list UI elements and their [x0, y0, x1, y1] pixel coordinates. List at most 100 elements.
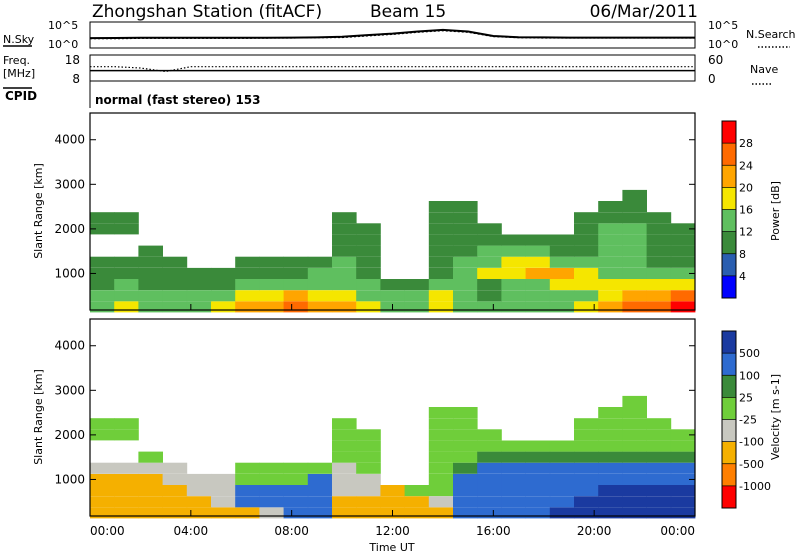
- power-colorbar-swatch: [722, 231, 736, 254]
- velocity-cell: [428, 451, 454, 463]
- velocity-cell: [356, 462, 381, 474]
- power-cell: [428, 234, 454, 246]
- velocity-cell: [114, 473, 139, 485]
- power-cell: [307, 279, 333, 291]
- velocity-ylabel: Slant Range [km]: [32, 369, 45, 465]
- velocity-cell: [501, 462, 526, 474]
- power-cell: [307, 290, 333, 302]
- velocity-y-axis: 1000 2000 3000 4000: [54, 339, 695, 486]
- velocity-colorbar-swatch: [722, 419, 736, 442]
- power-cell: [138, 279, 163, 291]
- power-cell: [114, 279, 139, 291]
- velocity-cell: [332, 418, 357, 430]
- velocity-cell: [646, 440, 672, 452]
- power-cell: [453, 223, 478, 235]
- power-cell: [307, 267, 333, 279]
- velocity-cell: [332, 462, 357, 474]
- velocity-cell: [670, 462, 696, 474]
- velocity-cell: [453, 473, 478, 485]
- power-colorbar-label: Power [dB]: [769, 181, 782, 241]
- power-cell: [598, 223, 623, 235]
- power-cell: [477, 301, 502, 313]
- velocity-cell: [138, 473, 163, 485]
- nsearch-tick-top: 10^5: [708, 19, 738, 32]
- power-cell: [90, 301, 115, 313]
- power-cell: [574, 290, 599, 302]
- power-panel: 1000 2000 3000 4000 Slant Range [km] 4 8 12 16…: [32, 112, 782, 313]
- power-y-axis: 1000 2000 3000 4000: [54, 133, 695, 280]
- velocity-cell: [162, 462, 188, 474]
- power-cell: [670, 290, 696, 302]
- velocity-cell: [453, 507, 478, 519]
- power-colorbar-swatch: [722, 275, 736, 298]
- nsearch-label: N.Search: [746, 28, 796, 41]
- velocity-cell: [404, 496, 430, 508]
- velocity-cell: [332, 496, 357, 508]
- power-cell: [574, 279, 599, 291]
- velocity-cell: [428, 507, 454, 519]
- velocity-colorbar-label: -500: [739, 458, 764, 471]
- velocity-cell: [598, 462, 623, 474]
- power-cell: [453, 212, 478, 224]
- cpid-strip: CPID normal (fast stereo) 153: [3, 81, 261, 108]
- velocity-cell: [622, 485, 647, 497]
- velocity-cell: [646, 473, 672, 485]
- velocity-cell: [332, 451, 357, 463]
- xaxis-label: Time UT: [368, 541, 414, 554]
- velocity-cell: [211, 507, 236, 519]
- power-cell: [574, 267, 599, 279]
- power-x-ticks: [89, 304, 696, 310]
- velocity-cell: [90, 496, 115, 508]
- nsky-tick-bottom: 10^0: [48, 38, 78, 51]
- power-cell: [525, 234, 551, 246]
- power-cell: [114, 267, 139, 279]
- power-cell: [235, 301, 260, 313]
- power-colorbar-label: 28: [739, 137, 753, 150]
- power-cell: [646, 256, 672, 268]
- power-cell: [477, 223, 502, 235]
- station-title: Zhongshan Station (fitACF): [92, 2, 322, 22]
- power-cell: [114, 223, 139, 235]
- power-cell: [598, 245, 623, 257]
- velocity-ytick-label: 3000: [54, 383, 85, 397]
- velocity-cell: [259, 496, 284, 508]
- velocity-cell: [670, 485, 696, 497]
- power-cell: [186, 290, 212, 302]
- power-cell: [453, 279, 478, 291]
- velocity-cell: [670, 429, 696, 441]
- velocity-cell: [428, 485, 454, 497]
- velocity-cell: [477, 485, 502, 497]
- power-cell: [428, 267, 454, 279]
- velocity-cell: [574, 485, 599, 497]
- nsky-series-line: [89, 28, 695, 40]
- power-colorbar-label: 24: [739, 159, 753, 172]
- velocity-cell: [332, 473, 357, 485]
- velocity-cell: [235, 507, 260, 519]
- power-cell: [598, 279, 623, 291]
- power-cell: [138, 256, 163, 268]
- velocity-colorbar-label: -1000: [739, 480, 771, 493]
- velocity-cell: [186, 507, 212, 519]
- xtick-label: 04:00: [174, 524, 209, 538]
- velocity-cell: [598, 429, 623, 441]
- power-cell: [235, 267, 260, 279]
- power-cell: [162, 279, 188, 291]
- velocity-colorbar-label: 100: [739, 369, 760, 382]
- power-cell: [622, 301, 647, 313]
- velocity-cell: [501, 451, 526, 463]
- velocity-cell: [549, 462, 575, 474]
- velocity-cell: [114, 429, 139, 441]
- power-cell: [332, 234, 357, 246]
- velocity-colorbar-label: 500: [739, 347, 760, 360]
- power-cell: [356, 279, 381, 291]
- power-cell: [332, 267, 357, 279]
- power-cell: [670, 245, 696, 257]
- power-cell: [598, 290, 623, 302]
- power-cell: [259, 279, 284, 291]
- velocity-cell: [380, 485, 405, 497]
- power-cell: [453, 267, 478, 279]
- nsky-label: N.Sky: [3, 33, 35, 46]
- power-colorbar-swatch: [722, 253, 736, 276]
- velocity-cell: [138, 496, 163, 508]
